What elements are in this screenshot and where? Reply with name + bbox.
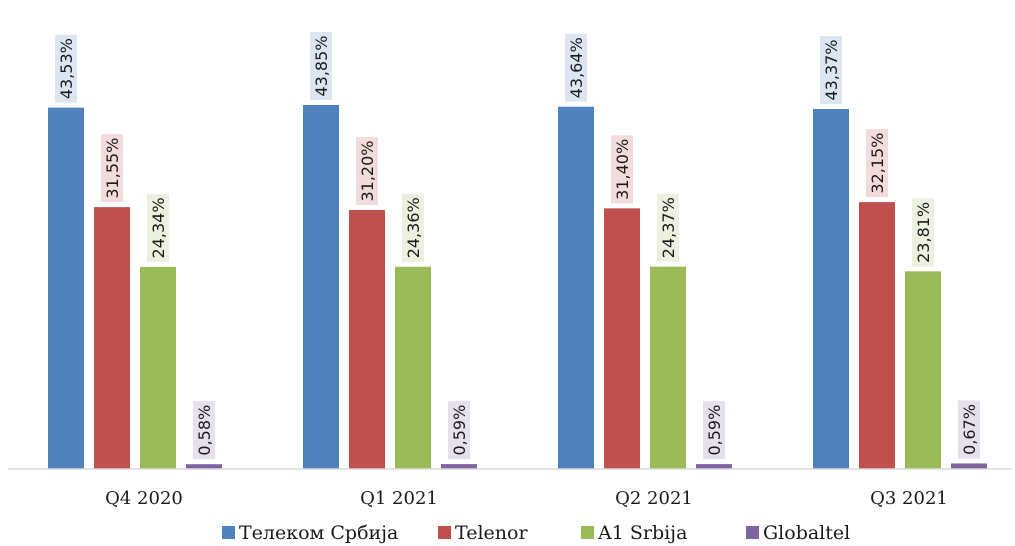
- legend-swatch: [222, 526, 235, 539]
- bar-globaltel-0: [186, 464, 222, 469]
- data-label-bg: [657, 193, 679, 262]
- bar-телеком-србија-3: [813, 108, 849, 469]
- legend-label: Globaltel: [763, 522, 850, 544]
- legend-label: A1 Srbija: [597, 522, 687, 544]
- x-tick-label: Q4 2020: [105, 488, 183, 509]
- data-label-bg: [703, 401, 725, 460]
- data-label-bg: [402, 193, 424, 262]
- legend-swatch: [438, 526, 451, 539]
- bar-telenor-3: [859, 202, 895, 469]
- data-label: 24,34%: [149, 197, 168, 258]
- data-label: 43,64%: [567, 37, 586, 98]
- bar-телеком-србија-1: [303, 105, 339, 469]
- data-label: 0,59%: [450, 405, 469, 456]
- data-label-bg: [193, 401, 215, 460]
- bar-a1-srbija-2: [650, 266, 686, 469]
- bar-телеком-србија-2: [558, 106, 594, 469]
- data-label: 0,59%: [705, 405, 724, 456]
- data-label-bg: [310, 32, 332, 100]
- data-label-bg: [356, 137, 378, 206]
- legend-label: Telenor: [455, 522, 528, 544]
- bar-a1-srbija-1: [395, 266, 431, 469]
- bar-globaltel-3: [951, 463, 987, 469]
- bar-globaltel-1: [441, 464, 477, 469]
- legend-swatch: [581, 526, 594, 539]
- legend: Телеком Србија Telenor A1 Srbija Globaltel: [222, 522, 850, 544]
- legend-swatch: [746, 526, 759, 539]
- x-tick-label: Q1 2021: [360, 488, 438, 509]
- data-labels-layer: 43,53% 31,55% 24,34% 0,58% 43,85% 31,20% 24,36…: [55, 32, 980, 460]
- bar-телеком-србија-0: [48, 107, 84, 470]
- data-label: 23,81%: [914, 202, 933, 263]
- bar-telenor-0: [94, 207, 130, 470]
- bar-telenor-1: [349, 210, 385, 469]
- data-label-bg: [958, 400, 980, 459]
- data-label-bg: [565, 33, 587, 102]
- data-label: 31,55%: [103, 138, 122, 199]
- legend-label: Телеком Србија: [239, 522, 398, 544]
- data-label: 24,36%: [404, 197, 423, 258]
- data-label-bg: [448, 401, 470, 460]
- bar-a1-srbija-3: [905, 271, 941, 469]
- data-label: 32,15%: [868, 133, 887, 194]
- data-label-bg: [101, 134, 123, 203]
- x-tick-label: Q3 2021: [870, 488, 948, 509]
- bar-telenor-2: [604, 208, 640, 469]
- data-label: 0,67%: [960, 404, 979, 455]
- data-label-bg: [611, 135, 633, 204]
- data-label-bg: [820, 35, 842, 104]
- data-label: 43,85%: [312, 35, 331, 96]
- data-label: 31,20%: [358, 141, 377, 202]
- data-label: 43,53%: [57, 38, 76, 99]
- bars-layer: [48, 105, 987, 470]
- data-label: 31,40%: [613, 139, 632, 200]
- data-label-bg: [147, 193, 169, 262]
- data-label-bg: [866, 129, 888, 198]
- bar-a1-srbija-0: [140, 266, 176, 469]
- data-label: 43,37%: [822, 39, 841, 100]
- bar-globaltel-2: [696, 464, 732, 469]
- data-label-bg: [912, 198, 934, 267]
- data-label: 24,37%: [659, 197, 678, 258]
- data-label: 0,58%: [195, 405, 214, 456]
- x-tick-label: Q2 2021: [615, 488, 693, 509]
- x-tick-labels: Q4 2020 Q1 2021 Q2 2021 Q3 2021: [105, 488, 948, 509]
- data-label-bg: [55, 34, 77, 103]
